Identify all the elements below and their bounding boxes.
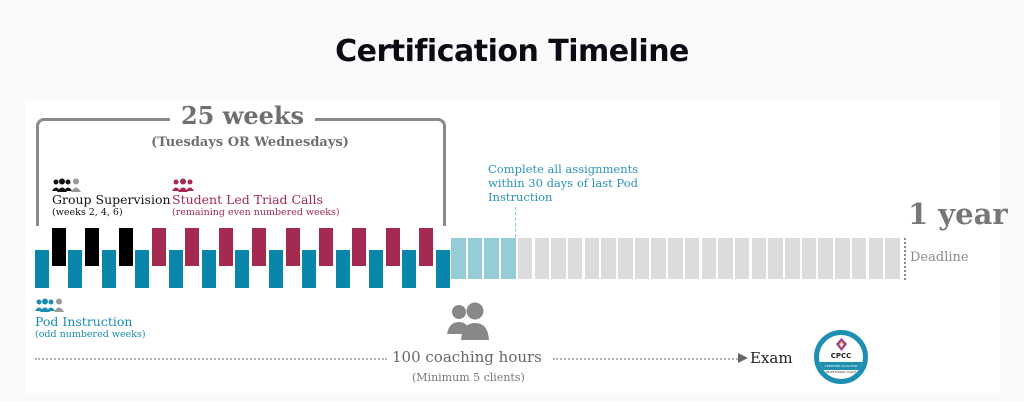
pod-instruction-bar <box>435 250 450 288</box>
pod-instruction-bar <box>302 250 317 288</box>
deadline-label: Deadline <box>910 250 969 265</box>
coaching-clients-icon <box>447 302 491 344</box>
triad-call-bar <box>419 228 434 266</box>
group-supervision-bar <box>85 228 100 266</box>
pod-instruction-bar <box>35 250 49 288</box>
pod-instruction-subtitle: (odd numbered weeks) <box>35 329 146 340</box>
course-schedule-label: (Tuesdays OR Wednesdays) <box>151 135 349 150</box>
assignment-window-week <box>501 238 516 279</box>
remaining-week <box>668 238 683 279</box>
triad-calls-title: Student Led Triad Calls <box>172 192 323 207</box>
pod-instruction-bar <box>68 250 83 288</box>
group-supervision-subtitle: (weeks 2, 4, 6) <box>52 207 123 218</box>
badge-footer-text: PROFESSIONAL COACH <box>826 371 856 374</box>
remaining-week <box>851 238 867 279</box>
course-duration-label: 25 weeks <box>170 101 315 130</box>
coaching-hours-label: 100 coaching hours <box>392 348 542 366</box>
pod-instruction-bar <box>168 250 183 288</box>
remaining-week <box>701 238 717 279</box>
remaining-week <box>868 238 884 279</box>
remaining-week <box>785 238 800 279</box>
triad-call-bar <box>185 228 200 266</box>
minimum-clients-label: (Minimum 5 clients) <box>412 371 525 384</box>
assignments-marker-line <box>515 207 516 237</box>
triad-calls-icon <box>172 177 194 196</box>
remaining-week <box>601 238 616 279</box>
pod-instruction-bar <box>135 250 150 288</box>
remaining-week <box>684 238 700 279</box>
pod-instruction-bar <box>235 250 250 288</box>
remaining-week <box>651 238 666 279</box>
remaining-week <box>567 238 583 279</box>
triad-calls-subtitle: (remaining even numbered weeks) <box>172 207 340 218</box>
remaining-week <box>835 238 850 279</box>
pod-instruction-title: Pod Instruction <box>35 314 133 329</box>
remaining-week <box>718 238 733 279</box>
triad-call-bar <box>385 228 400 266</box>
arrow-right-icon <box>738 353 748 363</box>
pod-instruction-bar <box>101 250 116 288</box>
deadline-marker-line <box>904 238 906 280</box>
page-title: Certification Timeline <box>335 34 689 69</box>
coaching-dotted-line-right <box>553 358 738 360</box>
remaining-week <box>551 238 566 279</box>
triad-call-bar <box>252 228 267 266</box>
remaining-week <box>768 238 783 279</box>
pod-instruction-bar <box>268 250 283 288</box>
group-supervision-icon <box>52 177 82 196</box>
remaining-week <box>517 238 533 279</box>
remaining-week <box>634 238 650 279</box>
remaining-week <box>734 238 750 279</box>
remaining-week <box>885 238 900 279</box>
group-supervision-bar <box>118 228 133 266</box>
badge-cpcc-text: CPCC <box>830 352 852 360</box>
group-supervision-bar <box>51 228 66 266</box>
remaining-week <box>584 238 600 279</box>
triad-call-bar <box>352 228 367 266</box>
triad-call-bar <box>151 228 166 266</box>
badge-band-text: CERTIFIED CO-ACTIVE <box>819 362 863 370</box>
remaining-week <box>751 238 767 279</box>
remaining-week <box>818 238 833 279</box>
deadline-year-label: 1 year <box>908 197 1008 231</box>
triad-call-bar <box>318 228 333 266</box>
assignment-window-week <box>451 238 466 279</box>
remaining-week <box>534 238 550 279</box>
pod-instruction-bar <box>335 250 350 288</box>
pod-instruction-bar <box>202 250 216 288</box>
cpcc-badge-icon: CPCC CERTIFIED CO-ACTIVE PROFESSIONAL CO… <box>814 330 868 384</box>
exam-label: Exam <box>750 349 793 367</box>
remaining-week <box>618 238 633 279</box>
triad-call-bar <box>218 228 233 266</box>
assignment-window-week <box>467 238 483 279</box>
pod-instruction-bar <box>402 250 417 288</box>
coaching-dotted-line-left <box>35 358 387 360</box>
remaining-week <box>801 238 817 279</box>
assignments-note: Complete all assignments within 30 days … <box>488 162 639 204</box>
assignment-window-week <box>484 238 499 279</box>
triad-call-bar <box>285 228 300 266</box>
group-supervision-title: Group Supervision <box>52 192 171 207</box>
pod-instruction-bar <box>369 250 383 288</box>
pod-instruction-icon <box>35 297 65 316</box>
